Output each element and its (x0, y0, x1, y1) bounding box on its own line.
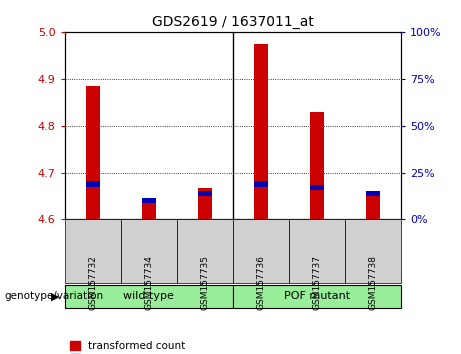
Bar (142, 198, 156, 219)
Bar (254, 44, 268, 219)
Text: GSM157737: GSM157737 (313, 255, 321, 310)
Legend: transformed count, percentile rank within the sample: transformed count, percentile rank withi… (70, 341, 264, 354)
Bar (142, 198, 156, 202)
Text: wild type: wild type (123, 291, 174, 302)
Text: GSM157738: GSM157738 (368, 255, 378, 310)
Title: GDS2619 / 1637011_at: GDS2619 / 1637011_at (152, 16, 314, 29)
Text: GSM157736: GSM157736 (256, 255, 266, 310)
Bar (198, 188, 212, 219)
Bar (198, 192, 212, 196)
Bar (86, 182, 100, 187)
Bar (366, 192, 380, 196)
Text: GSM157734: GSM157734 (144, 255, 153, 310)
Text: POF mutant: POF mutant (284, 291, 350, 302)
Text: GSM157735: GSM157735 (200, 255, 209, 310)
Bar (310, 185, 324, 190)
Text: genotype/variation: genotype/variation (5, 291, 104, 302)
Bar (366, 192, 380, 219)
Bar (86, 86, 100, 219)
Bar (310, 112, 324, 219)
Text: GSM157732: GSM157732 (88, 255, 97, 310)
Bar (254, 182, 268, 187)
Text: ▶: ▶ (52, 291, 60, 302)
